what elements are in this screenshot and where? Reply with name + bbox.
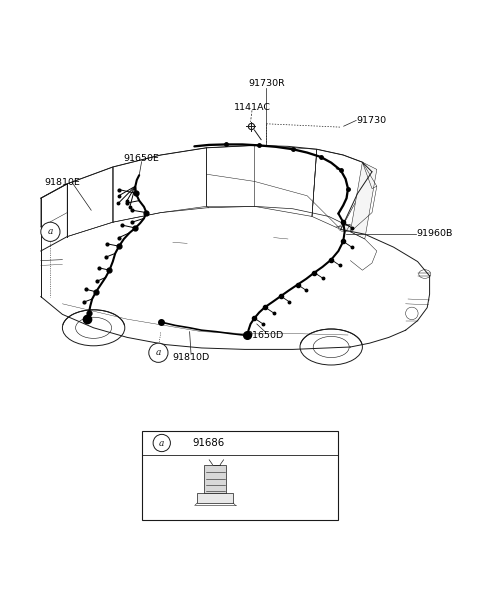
Text: 91650D: 91650D [246,331,284,340]
Text: 91810E: 91810E [45,178,80,187]
Text: a: a [159,438,165,447]
Circle shape [153,434,170,451]
Ellipse shape [76,318,111,338]
Polygon shape [350,162,377,239]
Text: 91810D: 91810D [172,353,210,362]
Circle shape [41,222,60,242]
Text: 91730R: 91730R [248,80,285,89]
Text: a: a [156,348,161,357]
Polygon shape [197,493,233,503]
Circle shape [149,343,168,362]
Polygon shape [204,465,226,493]
Text: 91686: 91686 [192,438,224,448]
Bar [142,431,338,520]
Text: 91730: 91730 [357,116,387,125]
Ellipse shape [313,337,349,358]
Text: 91650E: 91650E [124,154,159,163]
Ellipse shape [338,224,353,232]
Text: 91960B: 91960B [417,229,453,238]
Text: 1141AC: 1141AC [233,102,271,111]
Text: a: a [48,227,53,236]
